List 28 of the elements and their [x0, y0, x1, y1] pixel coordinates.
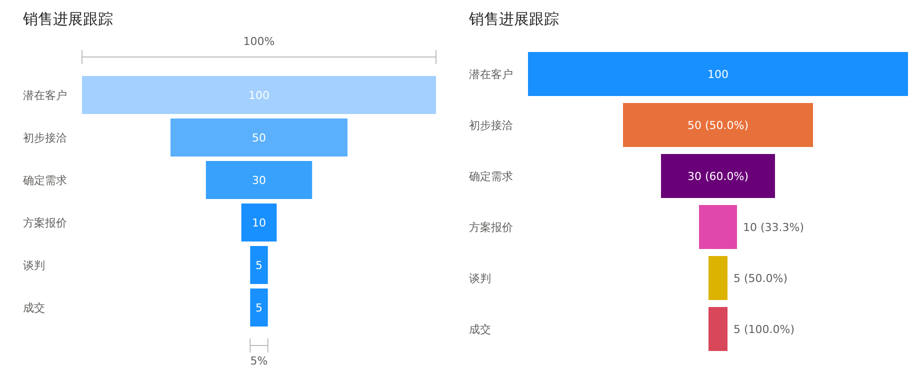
- category-label: 成交: [469, 323, 491, 336]
- text: 5%: [250, 354, 268, 368]
- category-label: 谈判: [23, 259, 45, 272]
- category-label: 潜在客户: [23, 89, 67, 102]
- data-label: 100: [708, 68, 728, 81]
- data-label: 30: [252, 174, 266, 187]
- category-label: 谈判: [469, 272, 491, 285]
- category-label: 初步接洽: [469, 119, 513, 132]
- data-label: 5 (100.0%): [734, 323, 795, 336]
- category-label: 方案报价: [469, 221, 513, 234]
- category-label: 确定需求: [468, 170, 513, 183]
- category-label: 方案报价: [23, 216, 67, 230]
- data-label: 5 (50.0%): [734, 272, 788, 285]
- data-label: 50 (50.0%): [687, 119, 749, 132]
- category-label: 成交: [23, 302, 45, 314]
- data-label: 5: [256, 302, 262, 314]
- category-label: 潜在客户: [469, 68, 513, 81]
- data-label: 100: [248, 89, 270, 102]
- data-label: 50: [252, 132, 266, 144]
- data-label: 10 (33.3%): [743, 221, 804, 234]
- data-label: 30 (60.0%): [687, 170, 749, 183]
- data-label: 5: [256, 259, 262, 272]
- text: 销售进展跟踪: [22, 10, 113, 28]
- text: 100%: [243, 35, 275, 48]
- data-label: 10: [252, 216, 266, 230]
- category-label: 初步接洽: [23, 132, 67, 144]
- category-label: 确定需求: [22, 174, 67, 187]
- text: 销售进展跟踪: [468, 10, 559, 28]
